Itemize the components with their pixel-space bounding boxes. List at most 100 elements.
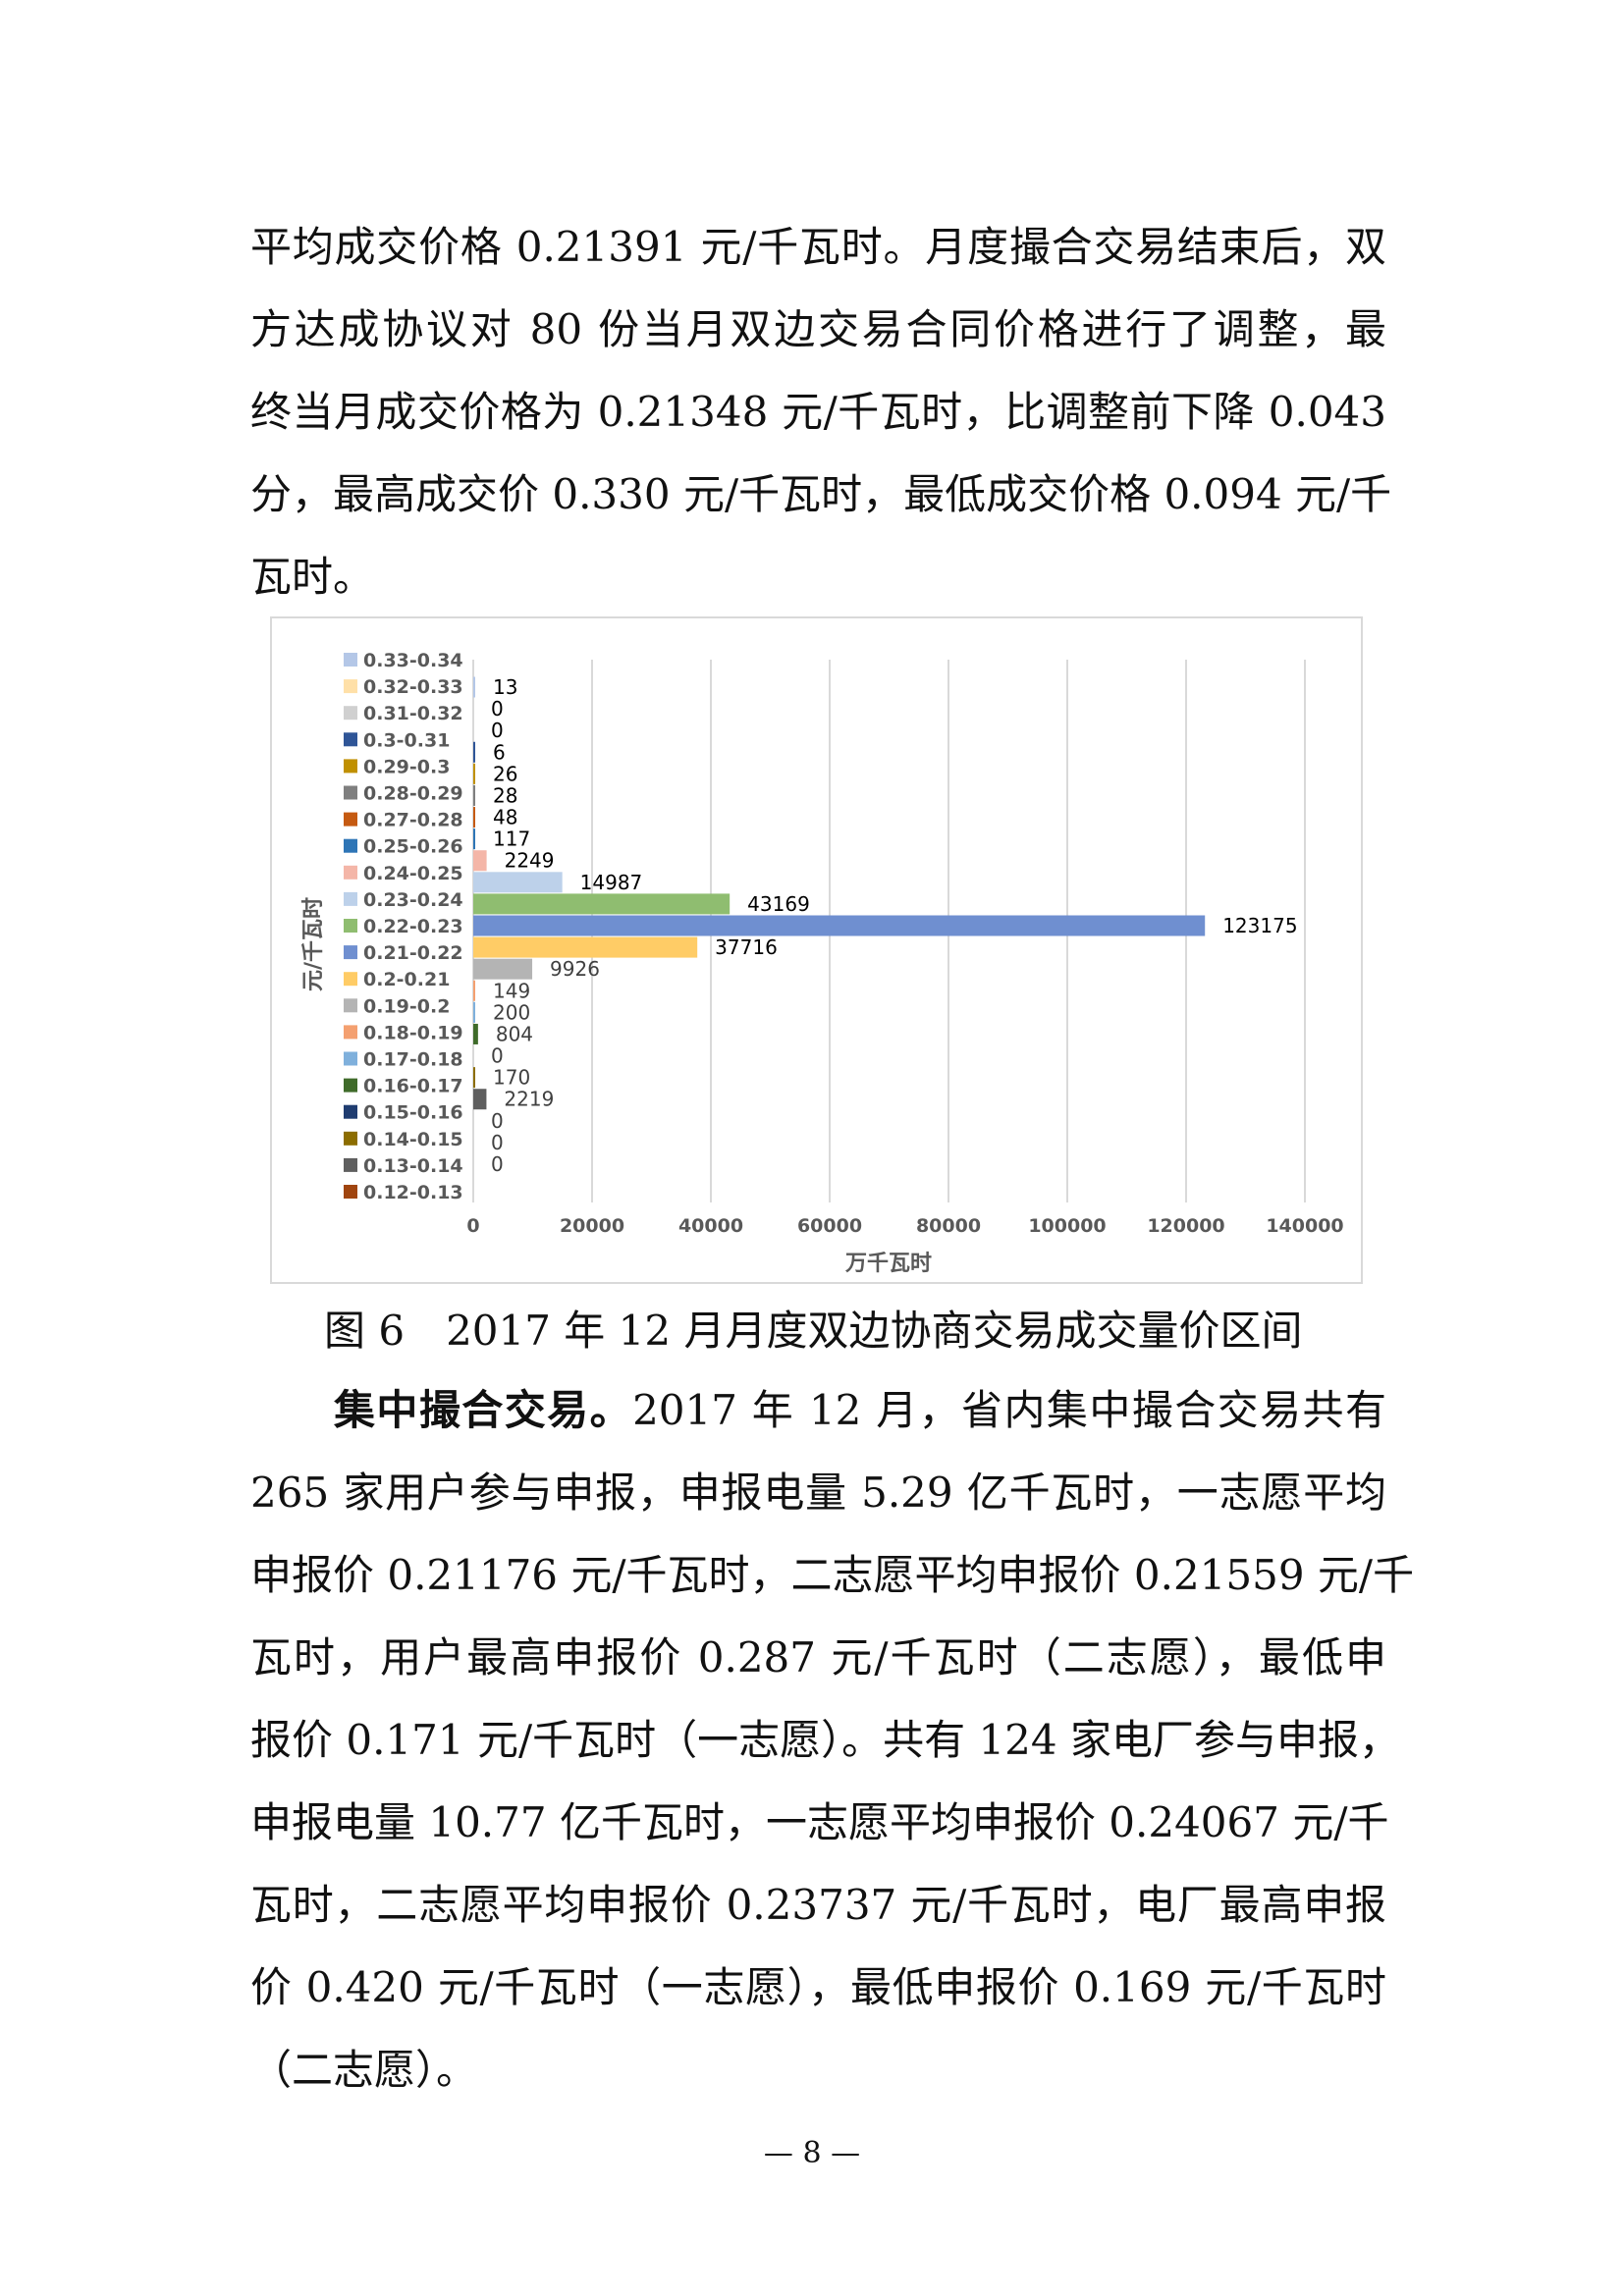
paragraph-line: 分，最高成交价 0.330 元/千瓦时，最低成交价格 0.094 元/千 [250,470,1392,518]
legend-swatch [344,1025,357,1040]
data-label: 123175 [1222,914,1297,937]
x-tick-label: 60000 [797,1215,862,1237]
paragraph-line: 平均成交价格 0.21391 元/千瓦时。月度撮合交易结束后，双 [250,223,1386,271]
bar [473,1089,487,1110]
bar [473,807,475,828]
legend-label: 0.31-0.32 [363,703,463,724]
bar [473,958,533,980]
x-tick-label: 0 [466,1215,479,1237]
page-number: — 8 — [763,2136,861,2170]
legend-label: 0.14-0.15 [363,1129,463,1150]
data-label: 6 [493,740,506,764]
paragraph-line: 价 0.420 元/千瓦时（一志愿），最低申报价 0.169 元/千瓦时 [250,1963,1386,2011]
legend-label: 0.33-0.34 [363,650,463,671]
legend-swatch [344,1078,357,1093]
legend-label: 0.16-0.17 [363,1076,463,1097]
data-label: 200 [493,1000,530,1024]
bar [473,850,487,872]
data-label: 26 [493,762,517,785]
data-label: 0 [491,1131,504,1154]
legend-swatch [344,891,357,906]
legend-swatch [344,1157,357,1172]
legend-label: 0.19-0.2 [363,995,450,1017]
legend-label: 0.25-0.26 [363,836,463,858]
data-label: 14987 [580,871,643,894]
data-label: 0 [491,1152,504,1176]
legend-swatch [344,945,357,960]
bar [473,893,731,915]
x-tick-label: 80000 [916,1215,981,1237]
data-label: 28 [493,783,517,807]
legend-label: 0.13-0.14 [363,1155,463,1177]
paragraph-line: 瓦时，用户最高申报价 0.287 元/千瓦时（二志愿），最低申 [250,1633,1386,1682]
x-tick-label: 40000 [678,1215,743,1237]
legend-label: 0.27-0.28 [363,810,463,831]
legend-label: 0.18-0.19 [363,1022,463,1043]
bar [473,1001,475,1023]
bar [473,915,1206,936]
x-tick-label: 100000 [1028,1215,1106,1237]
data-label: 0 [491,1109,504,1133]
legend-label: 0.17-0.18 [363,1049,463,1071]
figure-caption: 图 6 2017 年 12 月月度双边协商交易成交量价区间 [324,1307,1303,1355]
legend-label: 0.15-0.16 [363,1102,463,1124]
data-label: 9926 [550,957,600,981]
bar [473,784,475,806]
x-tick-label: 140000 [1266,1215,1343,1237]
paragraph-line: 申报价 0.21176 元/千瓦时，二志愿平均申报价 0.21559 元/千 [250,1551,1415,1599]
legend-swatch [344,865,357,880]
y-axis-title: 元/千瓦时 [301,897,326,991]
paragraph-line: 265 家用户参与申报，申报电量 5.29 亿千瓦时，一志愿平均 [250,1468,1386,1517]
paragraph-line: 终当月成交价格为 0.21348 元/千瓦时，比调整前下降 0.043 [250,388,1386,436]
legend-swatch [344,1131,357,1146]
data-label: 2219 [504,1088,554,1111]
data-label: 0 [491,697,504,721]
legend-label: 0.3-0.31 [363,729,450,751]
legend-swatch [344,653,357,667]
legend-swatch [344,998,357,1013]
legend-label: 0.2-0.21 [363,969,450,990]
data-label: 0 [491,719,504,742]
legend-label: 0.23-0.24 [363,889,463,911]
bar [473,936,698,958]
data-label: 43169 [747,892,810,916]
bar [473,1067,475,1089]
legend-label: 0.12-0.13 [363,1182,463,1203]
legend-swatch [344,1104,357,1119]
legend-swatch [344,1051,357,1066]
data-label: 117 [493,828,530,851]
legend-label: 0.22-0.23 [363,916,463,937]
legend-label: 0.29-0.3 [363,756,450,777]
paragraph-line: 申报电量 10.77 亿千瓦时，一志愿平均申报价 0.24067 元/千 [250,1798,1389,1846]
legend-swatch [344,732,357,747]
legend-swatch [344,838,357,853]
legend-swatch [344,759,357,774]
legend-swatch [344,679,357,694]
section-lead: 集中撮合交易。 [334,1386,633,1434]
data-label: 37716 [715,935,778,959]
data-label: 804 [496,1022,533,1045]
data-label: 13 [493,675,517,699]
bar [473,741,475,763]
x-tick-label: 120000 [1147,1215,1224,1237]
data-label: 48 [493,806,517,829]
paragraph-line: 瓦时，二志愿平均申报价 0.23737 元/千瓦时，电厂最高申报 [250,1881,1386,1929]
legend-swatch [344,812,357,827]
chart-frame [270,616,1363,1284]
legend-swatch [344,785,357,800]
bar [473,872,563,893]
data-label: 2249 [505,849,555,873]
legend-swatch [344,706,357,721]
paragraph-text: 2017 年 12 月，省内集中撮合交易共有 [632,1386,1386,1434]
paragraph-line: （二志愿）。 [250,2046,478,2094]
bar [473,980,475,1001]
x-tick-label: 20000 [560,1215,624,1237]
data-label: 149 [493,979,530,1002]
paragraph-first-line: 集中撮合交易。2017 年 12 月，省内集中撮合交易共有 [334,1383,1386,1438]
legend-label: 0.24-0.25 [363,863,463,884]
data-label: 170 [493,1066,530,1090]
legend-swatch [344,919,357,933]
legend-label: 0.21-0.22 [363,942,463,964]
paragraph-line: 方达成协议对 80 份当月双边交易合同价格进行了调整，最 [250,305,1386,353]
